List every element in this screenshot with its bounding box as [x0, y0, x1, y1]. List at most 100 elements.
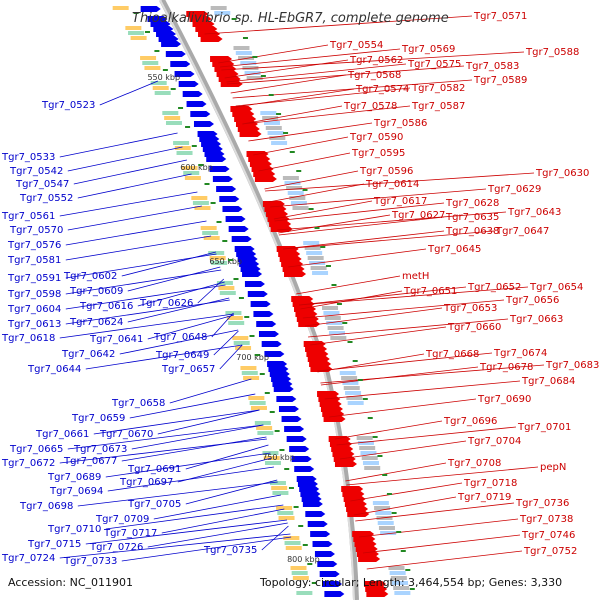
- left-gene-label[interactable]: Tgr7_0581: [7, 255, 61, 266]
- left-gene-label[interactable]: Tgr7_0618: [1, 333, 55, 344]
- right-gene-label[interactable]: Tgr7_0614: [365, 179, 419, 190]
- right-gene-label[interactable]: Tgr7_0651: [403, 286, 457, 297]
- left-gene-label[interactable]: Tgr7_0689: [47, 472, 101, 483]
- left-gene-label[interactable]: Tgr7_0733: [63, 556, 117, 567]
- right-gene-label[interactable]: Tgr7_0595: [351, 148, 405, 159]
- right-gene-label[interactable]: Tgr7_0678: [479, 362, 533, 373]
- right-gene-label[interactable]: Tgr7_0752: [523, 546, 577, 557]
- left-gene-label[interactable]: Tgr7_0602: [63, 271, 117, 282]
- left-gene-label[interactable]: Tgr7_0672: [1, 458, 55, 469]
- right-gene-label[interactable]: Tgr7_0582: [411, 83, 465, 94]
- right-gene-label[interactable]: Tgr7_0638: [445, 226, 499, 237]
- right-gene-label[interactable]: Tgr7_0696: [443, 416, 497, 427]
- right-gene-label[interactable]: Tgr7_0660: [447, 322, 501, 333]
- left-gene-label[interactable]: Tgr7_0649: [155, 350, 209, 361]
- left-gene-label[interactable]: Tgr7_0616: [79, 301, 133, 312]
- right-gene-label[interactable]: Tgr7_0656: [505, 295, 559, 306]
- right-gene-label[interactable]: Tgr7_0746: [521, 530, 575, 541]
- left-gene-label[interactable]: Tgr7_0717: [103, 528, 157, 539]
- right-gene-label[interactable]: Tgr7_0652: [467, 282, 521, 293]
- left-gene-label[interactable]: Tgr7_0697: [119, 477, 173, 488]
- left-gene-label[interactable]: Tgr7_0644: [27, 364, 81, 375]
- left-gene-label[interactable]: Tgr7_0724: [1, 553, 55, 564]
- left-gene-label[interactable]: Tgr7_0710: [47, 524, 101, 535]
- left-gene-label[interactable]: Tgr7_0570: [9, 225, 63, 236]
- left-gene-label[interactable]: Tgr7_0735: [203, 545, 257, 556]
- right-gene-label[interactable]: Tgr7_0719: [457, 492, 511, 503]
- right-gene-label[interactable]: Tgr7_0645: [427, 244, 481, 255]
- left-gene-label[interactable]: Tgr7_0547: [15, 179, 69, 190]
- right-gene-label[interactable]: Tgr7_0718: [463, 478, 517, 489]
- right-gene-label[interactable]: metH: [402, 271, 429, 282]
- right-gene-label[interactable]: Tgr7_0653: [443, 303, 497, 314]
- left-gene-label[interactable]: Tgr7_0591: [7, 273, 61, 284]
- left-gene-label[interactable]: Tgr7_0542: [9, 166, 63, 177]
- left-gene-label[interactable]: Tgr7_0705: [127, 499, 181, 510]
- left-gene-label[interactable]: Tgr7_0670: [99, 429, 153, 440]
- left-gene-label[interactable]: Tgr7_0624: [69, 317, 123, 328]
- right-gene-label[interactable]: Tgr7_0663: [509, 314, 563, 325]
- left-gene-label[interactable]: Tgr7_0648: [153, 332, 207, 343]
- right-gene-label[interactable]: Tgr7_0590: [349, 132, 403, 143]
- right-gene-label[interactable]: Tgr7_0736: [515, 498, 569, 509]
- right-gene-label[interactable]: Tgr7_0628: [445, 198, 499, 209]
- right-gene-label[interactable]: Tgr7_0629: [487, 184, 541, 195]
- left-gene-label[interactable]: Tgr7_0561: [1, 211, 55, 222]
- left-gene-label[interactable]: Tgr7_0698: [19, 501, 73, 512]
- right-gene-label[interactable]: Tgr7_0578: [343, 101, 397, 112]
- left-gene-label[interactable]: Tgr7_0673: [73, 444, 127, 455]
- right-gene-label[interactable]: Tgr7_0588: [525, 47, 579, 58]
- left-gene-label[interactable]: Tgr7_0659: [71, 413, 125, 424]
- right-gene-label[interactable]: Tgr7_0630: [535, 168, 589, 179]
- right-gene-label[interactable]: Tgr7_0690: [477, 394, 531, 405]
- right-gene-label[interactable]: Tgr7_0596: [359, 166, 413, 177]
- left-gene-label[interactable]: Tgr7_0533: [1, 152, 55, 163]
- right-gene-label[interactable]: Tgr7_0647: [495, 226, 549, 237]
- left-gene-label[interactable]: Tgr7_0658: [111, 398, 165, 409]
- right-gene-label[interactable]: pepN: [540, 462, 566, 473]
- right-gene-label[interactable]: Tgr7_0587: [411, 101, 465, 112]
- left-gene-label[interactable]: Tgr7_0715: [27, 539, 81, 550]
- right-gene-label[interactable]: Tgr7_0583: [465, 61, 519, 72]
- right-gene-label[interactable]: Tgr7_0586: [373, 118, 427, 129]
- right-gene-label[interactable]: Tgr7_0569: [401, 44, 455, 55]
- left-gene-label[interactable]: Tgr7_0626: [139, 298, 193, 309]
- right-gene-label[interactable]: Tgr7_0575: [407, 59, 461, 70]
- right-gene-label[interactable]: Tgr7_0574: [355, 84, 409, 95]
- left-gene-label[interactable]: Tgr7_0598: [7, 289, 61, 300]
- left-gene-label[interactable]: Tgr7_0552: [19, 193, 73, 204]
- left-gene-label[interactable]: Tgr7_0726: [89, 542, 143, 553]
- left-gene-label[interactable]: Tgr7_0694: [49, 486, 103, 497]
- left-gene-label[interactable]: Tgr7_0661: [35, 429, 89, 440]
- left-gene-label[interactable]: Tgr7_0609: [69, 286, 123, 297]
- right-gene-label[interactable]: Tgr7_0571: [473, 11, 527, 22]
- left-gene-label[interactable]: Tgr7_0657: [161, 364, 215, 375]
- right-gene-label[interactable]: Tgr7_0674: [493, 348, 547, 359]
- right-gene-label[interactable]: Tgr7_0627: [391, 210, 445, 221]
- left-gene-label[interactable]: Tgr7_0604: [7, 304, 61, 315]
- right-gene-label[interactable]: Tgr7_0684: [521, 376, 575, 387]
- left-gene-label[interactable]: Tgr7_0613: [7, 319, 61, 330]
- left-gene-label[interactable]: Tgr7_0523: [41, 100, 95, 111]
- left-gene-label[interactable]: Tgr7_0641: [89, 334, 143, 345]
- right-gene-label[interactable]: Tgr7_0708: [447, 458, 501, 469]
- right-gene-label[interactable]: Tgr7_0562: [349, 55, 403, 66]
- right-gene-label[interactable]: Tgr7_0635: [445, 212, 499, 223]
- right-gene-label[interactable]: Tgr7_0701: [517, 422, 571, 433]
- left-gene-label[interactable]: Tgr7_0665: [9, 444, 63, 455]
- left-gene-label[interactable]: Tgr7_0691: [127, 464, 181, 475]
- right-gene-label[interactable]: Tgr7_0643: [507, 207, 561, 218]
- right-gene-label[interactable]: Tgr7_0683: [545, 360, 599, 371]
- right-gene-label[interactable]: Tgr7_0704: [467, 436, 521, 447]
- right-gene-label[interactable]: Tgr7_0554: [329, 40, 383, 51]
- left-gene-label[interactable]: Tgr7_0677: [63, 456, 117, 467]
- right-gene-label[interactable]: Tgr7_0617: [373, 196, 427, 207]
- right-gene-label[interactable]: Tgr7_0738: [519, 514, 573, 525]
- right-gene-label[interactable]: Tgr7_0668: [425, 349, 479, 360]
- right-gene-label[interactable]: Tgr7_0654: [529, 282, 583, 293]
- right-gene-label[interactable]: Tgr7_0568: [347, 70, 401, 81]
- right-gene-label[interactable]: Tgr7_0589: [473, 75, 527, 86]
- left-gene-label[interactable]: Tgr7_0576: [7, 240, 61, 251]
- left-gene-label[interactable]: Tgr7_0709: [95, 514, 149, 525]
- left-gene-label[interactable]: Tgr7_0642: [61, 349, 115, 360]
